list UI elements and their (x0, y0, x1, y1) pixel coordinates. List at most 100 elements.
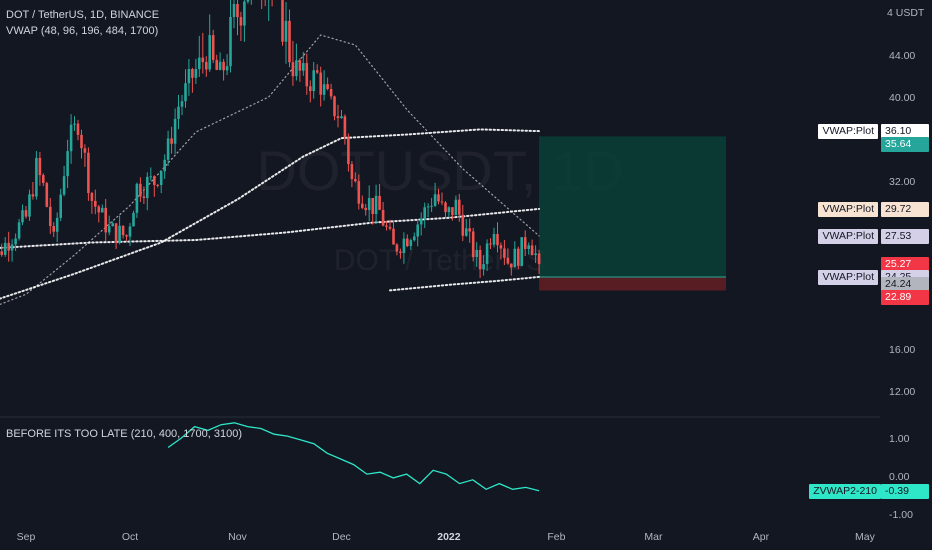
candle-body (433, 194, 437, 206)
time-tick-label: 2022 (437, 531, 461, 543)
candle-body (104, 207, 107, 233)
candle-body (340, 116, 343, 119)
price-label-value[interactable]: 27.53 (881, 228, 929, 244)
candle-body (121, 225, 125, 236)
candle-body (367, 198, 371, 211)
price-tick-label: 16.00 (889, 344, 915, 356)
price-label-value[interactable]: 36.10 (881, 124, 929, 140)
candle-body (97, 206, 101, 213)
candle-body (413, 236, 416, 241)
candle-body (281, 0, 284, 42)
candle-body (312, 70, 315, 91)
candle-body (55, 217, 59, 232)
oscillator-label-title[interactable]: ZVWAP2-210 (809, 483, 881, 499)
candle-body (236, 4, 239, 18)
candle-body (343, 116, 347, 138)
candle-body (485, 243, 489, 264)
axis-currency-label: 4 USDT (887, 7, 925, 19)
candle-body (146, 176, 149, 198)
position-tool[interactable] (539, 136, 726, 291)
indicator-title[interactable]: VWAP (48, 96, 196, 484, 1700) (6, 25, 159, 37)
time-tick-label: Mar (644, 531, 663, 543)
candle-body (468, 228, 471, 232)
candle-body (28, 194, 31, 217)
candle-body (218, 61, 222, 70)
candle-body (354, 179, 357, 182)
candle-body (101, 207, 104, 213)
candle-body (461, 214, 465, 236)
candle-body (451, 207, 454, 216)
oscillator-label-value[interactable]: -0.39 (881, 483, 929, 499)
candle-body (177, 106, 180, 119)
candle-body (222, 61, 225, 71)
time-tick-label: Oct (122, 531, 138, 543)
candle-body (59, 194, 62, 218)
price-label-title[interactable]: VWAP:Plot (818, 124, 878, 140)
time-tick-label: Apr (753, 531, 770, 543)
candle-body (302, 63, 305, 71)
candle-body (62, 176, 66, 195)
candle-body (7, 242, 10, 251)
candle-body (153, 176, 156, 185)
price-label-value[interactable]: 24.24 (881, 277, 929, 292)
candle-body (496, 234, 499, 246)
candle-body (361, 203, 364, 208)
candle-body (347, 137, 350, 165)
candle-body (135, 183, 139, 213)
candle-body (295, 60, 298, 77)
candle-body (10, 244, 14, 251)
candle-body (409, 240, 413, 247)
candle-body (246, 0, 250, 2)
candle-body (385, 225, 388, 227)
candle-body (187, 69, 191, 84)
candle-body (14, 238, 17, 245)
candle-body (471, 231, 475, 258)
price-label-value[interactable]: 22.89 (881, 289, 929, 305)
vwap-line-1 (0, 128, 541, 300)
candle-body (80, 134, 83, 149)
candle-body (0, 251, 3, 255)
candle-body (243, 1, 246, 26)
candle-body (35, 157, 38, 197)
candle-body (90, 193, 94, 201)
candle-body (31, 194, 35, 197)
time-tick-label: Dec (332, 531, 351, 543)
candle-body (333, 96, 336, 117)
candle-body (38, 157, 42, 176)
vwap-line-4 (389, 275, 541, 292)
price-label-title[interactable]: VWAP:Plot (818, 201, 878, 217)
candle-body (426, 206, 430, 208)
price-label-title[interactable]: VWAP:Plot (818, 269, 878, 285)
candle-body (149, 176, 153, 178)
candle-body (537, 253, 541, 265)
candle-body (437, 194, 440, 202)
candle-body (395, 244, 399, 252)
time-tick-label: Nov (228, 531, 247, 543)
price-label-value[interactable]: 35.64 (881, 137, 929, 153)
candle-body (423, 207, 426, 219)
candle-body (530, 245, 534, 256)
oscillator-title[interactable]: BEFORE ITS TOO LATE (210, 400, 1700, 310… (6, 428, 243, 440)
candle-body (478, 250, 482, 270)
candle-body (454, 199, 458, 216)
position-profit-zone (539, 136, 726, 277)
candle-body (215, 59, 218, 70)
candle-body (225, 66, 229, 71)
price-label-title[interactable]: VWAP:Plot (818, 228, 878, 244)
candle-body (166, 138, 170, 160)
candle-body (173, 118, 177, 144)
candle-body (482, 264, 485, 270)
candle-body (465, 228, 468, 236)
time-tick-label: Feb (547, 531, 565, 543)
candle-body (506, 257, 510, 264)
price-tick-label: 32.00 (889, 176, 915, 188)
symbol-title[interactable]: DOT / TetherUS, 1D, BINANCE (6, 9, 160, 21)
candle-body (288, 20, 291, 63)
candle-body (198, 57, 201, 70)
candle-body (399, 251, 402, 253)
candle-body (125, 235, 128, 237)
candle-body (475, 250, 478, 257)
price-label-value[interactable]: 29.72 (881, 201, 929, 217)
